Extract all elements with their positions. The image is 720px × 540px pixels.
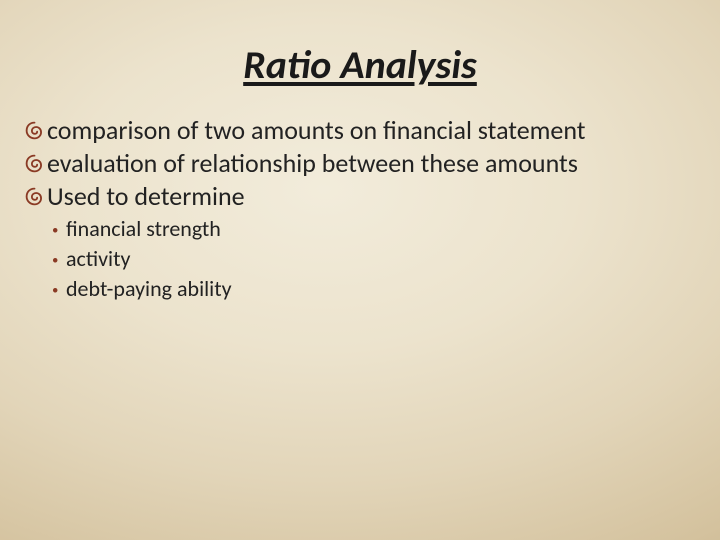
bullet-item: comparison of two amounts on financial s… — [24, 115, 696, 146]
bullet-item: evaluation of relationship between these… — [24, 148, 696, 179]
bullet-text: Used to determine — [47, 181, 245, 212]
sub-bullet-item: · debt-paying ability — [52, 275, 696, 305]
bullet-text: comparison of two amounts on financial s… — [47, 115, 585, 146]
dot-bullet-icon: · — [52, 245, 66, 275]
sub-bullet-text: debt-paying ability — [66, 275, 232, 303]
slide: Ratio Analysis comparison of two amounts… — [0, 0, 720, 540]
sub-bullet-text: financial strength — [66, 215, 221, 243]
dot-bullet-icon: · — [52, 275, 66, 305]
swirl-bullet-icon — [24, 183, 45, 214]
slide-title: Ratio Analysis — [0, 40, 720, 89]
dot-bullet-icon: · — [52, 215, 66, 245]
sub-bullet-text: activity — [66, 245, 130, 273]
bullet-item: Used to determine — [24, 181, 696, 212]
bullet-text: evaluation of relationship between these… — [47, 148, 578, 179]
sub-bullet-item: · activity — [52, 245, 696, 275]
swirl-bullet-icon — [24, 150, 45, 181]
slide-body: comparison of two amounts on financial s… — [24, 115, 696, 305]
swirl-bullet-icon — [24, 117, 45, 148]
sub-bullet-item: · financial strength — [52, 215, 696, 245]
